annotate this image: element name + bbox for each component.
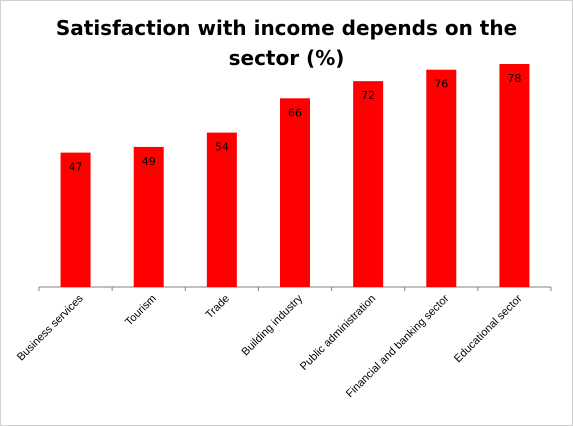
category-label-4: Public administration xyxy=(298,293,378,373)
data-label-3: 66 xyxy=(288,106,302,119)
bar-1 xyxy=(133,146,164,287)
category-label-0: Business services xyxy=(15,292,86,363)
chart-title-line-2: sector (%) xyxy=(228,46,345,70)
category-label-6: Educational sector xyxy=(452,292,525,365)
bar-4 xyxy=(353,81,384,288)
chart-title: Satisfaction with income depends on the … xyxy=(1,13,572,73)
bar-6 xyxy=(499,64,530,287)
bar-3 xyxy=(280,98,310,287)
data-label-1: 49 xyxy=(142,155,156,168)
bar-5 xyxy=(426,69,457,287)
chart-title-line-1: Satisfaction with income depends on the xyxy=(55,16,518,40)
category-label-2: Trade xyxy=(203,293,232,322)
bar-0 xyxy=(60,152,91,287)
bar-2 xyxy=(206,132,237,287)
category-label-3: Building industry xyxy=(240,292,306,358)
data-label-5: 76 xyxy=(434,78,448,91)
category-label-1: Tourism xyxy=(123,293,159,329)
data-label-4: 72 xyxy=(361,89,375,102)
data-label-2: 54 xyxy=(215,141,229,154)
data-label-6: 78 xyxy=(507,72,521,85)
data-label-0: 47 xyxy=(69,161,83,174)
